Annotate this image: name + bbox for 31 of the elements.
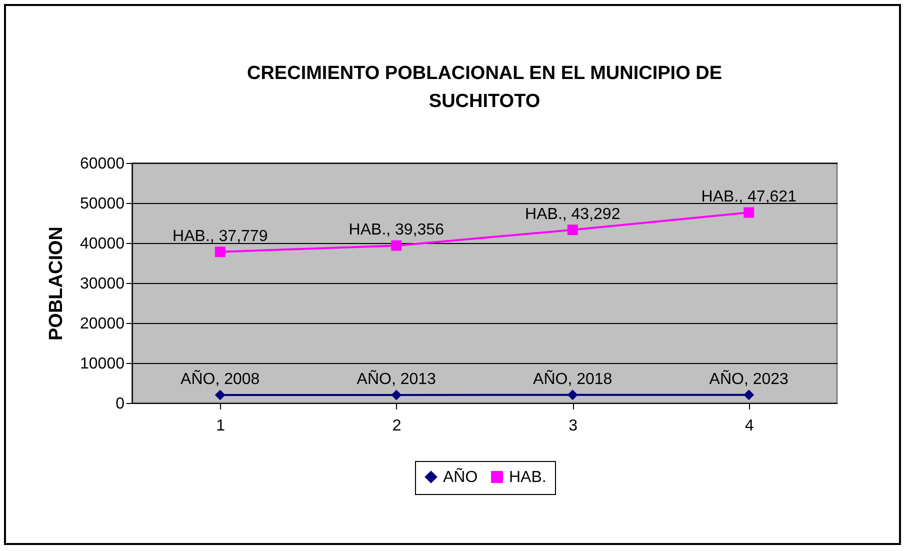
y-tick-label: 0 [116, 396, 125, 412]
x-tick-label: 3 [568, 418, 578, 434]
data-label: AÑO, 2008 [180, 368, 260, 388]
point [391, 390, 402, 400]
data-label: AÑO, 2018 [533, 368, 612, 388]
y-axis-title: POBLACION [46, 226, 68, 340]
y-tick-label: 10000 [80, 356, 125, 372]
data-label: HAB., 39,356 [348, 222, 444, 239]
y-tick-label: 60000 [80, 156, 125, 172]
x-tick-label: 1 [216, 418, 226, 434]
data-label: AÑO, 2013 [356, 368, 436, 388]
y-tick-label: 20000 [80, 316, 125, 332]
point [214, 246, 226, 258]
point [744, 390, 754, 400]
point [567, 390, 578, 400]
x-tick-label: 4 [744, 418, 754, 434]
point [391, 240, 402, 251]
y-tick-label: 40000 [80, 236, 125, 252]
y-tick-label: 50000 [80, 196, 125, 212]
y-tick-label: 30000 [80, 276, 125, 292]
x-tick-label: 2 [392, 418, 402, 434]
data-label: HAB., 37,779 [172, 228, 268, 245]
data-label: AÑO, 2023 [709, 368, 789, 388]
point [214, 390, 226, 400]
chart-title: CRECIMIENTO POBLACIONAL EN EL MUNICIPIO DE SUCHITOTO [246, 63, 722, 112]
data-label: HAB., 43,292 [525, 206, 620, 223]
legend-label: HAB. [509, 469, 546, 486]
data-label: HAB., 47,621 [701, 188, 797, 206]
point [567, 224, 578, 236]
point [744, 207, 754, 218]
legend-label: AÑO [443, 467, 478, 486]
